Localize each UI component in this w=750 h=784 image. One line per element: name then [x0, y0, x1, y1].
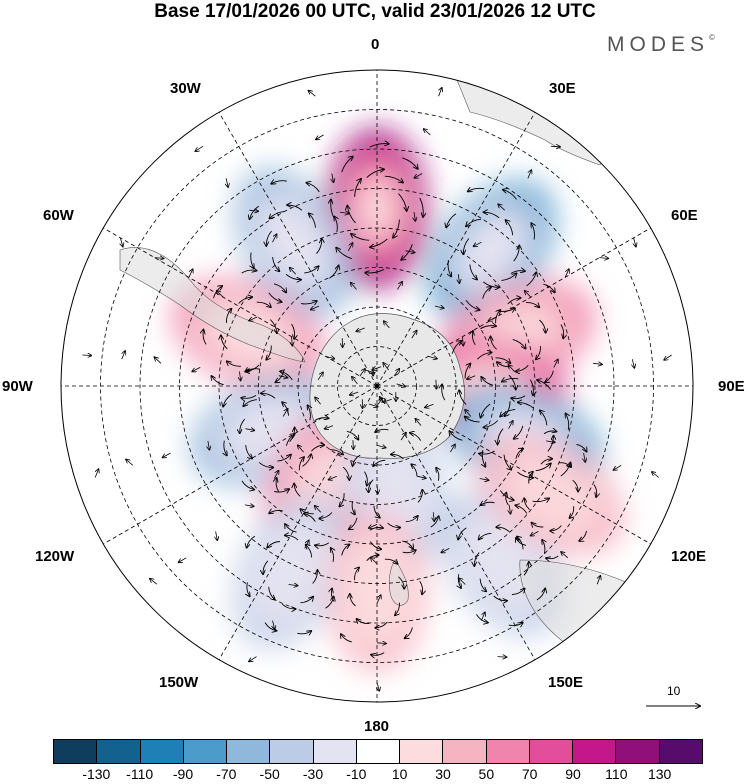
colorbar-tick-label: -110 [126, 766, 153, 782]
vector-scale-label: 10 [667, 684, 680, 698]
colorbar-swatch [184, 740, 227, 763]
lon-label-120e: 120E [671, 548, 706, 566]
colorbar-tick-label: -90 [173, 766, 193, 782]
colorbar [53, 739, 703, 764]
lon-label-180: 180 [364, 718, 389, 736]
colorbar-swatch [357, 740, 400, 763]
lon-label-90e: 90E [718, 378, 745, 396]
colorbar-tick-label: -50 [260, 766, 280, 782]
lon-label-30e: 30E [549, 80, 576, 98]
colorbar-swatch [97, 740, 140, 763]
lon-label-0: 0 [371, 36, 379, 54]
colorbar-tick-label: -30 [303, 766, 323, 782]
colorbar-tick-label: 110 [605, 766, 627, 782]
lon-label-120w: 120W [35, 548, 74, 566]
colorbar-tick-label: -130 [82, 766, 110, 782]
lon-label-150w: 150W [159, 674, 198, 692]
colorbar-swatch [443, 740, 486, 763]
colorbar-ticks: -130 -110 -90 -70 -50 -30 -10 10 30 50 70 90 110 130 [0, 766, 750, 784]
colorbar-tick-label: 70 [522, 766, 538, 782]
colorbar-swatch [487, 740, 530, 763]
colorbar-swatch [141, 740, 184, 763]
colorbar-tick-label: -10 [346, 766, 366, 782]
lon-label-30w: 30W [170, 80, 201, 98]
colorbar-tick-label: 130 [648, 766, 671, 782]
wind-arrow [82, 355, 91, 356]
pole-dot [375, 384, 379, 388]
wind-arrow [436, 380, 437, 389]
colorbar-tick-label: -70 [216, 766, 236, 782]
colorbar-tick-label: 90 [565, 766, 581, 782]
lon-label-60e: 60E [671, 207, 698, 225]
colorbar-swatch [660, 740, 702, 763]
colorbar-swatch [54, 740, 97, 763]
colorbar-swatch [400, 740, 443, 763]
wind-arrow [498, 657, 507, 658]
colorbar-tick-label: 50 [479, 766, 495, 782]
lon-label-60w: 60W [43, 207, 74, 225]
colorbar-swatch [530, 740, 573, 763]
colorbar-swatch [314, 740, 357, 763]
wind-arrow [353, 440, 354, 449]
colorbar-swatch [270, 740, 313, 763]
lon-label-90w: 90W [2, 378, 33, 396]
colorbar-swatch [616, 740, 659, 763]
colorbar-swatch [573, 740, 616, 763]
colorbar-tick-label: 10 [392, 766, 408, 782]
colorbar-swatch [227, 740, 270, 763]
colorbar-tick-label: 30 [435, 766, 451, 782]
wind-arrow [551, 146, 560, 147]
lon-label-150e: 150E [548, 674, 583, 692]
